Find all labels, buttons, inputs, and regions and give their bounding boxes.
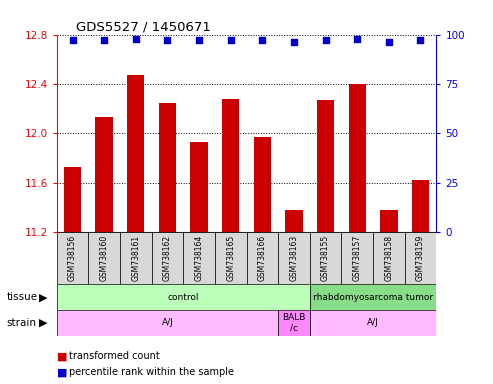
Point bbox=[417, 37, 424, 43]
Bar bbox=[120, 232, 152, 284]
Text: strain: strain bbox=[6, 318, 36, 328]
Bar bbox=[412, 180, 429, 232]
Bar bbox=[246, 232, 278, 284]
Point bbox=[353, 35, 361, 41]
Text: rhabdomyosarcoma tumor: rhabdomyosarcoma tumor bbox=[313, 293, 433, 301]
Text: tissue: tissue bbox=[6, 292, 37, 302]
Text: ■: ■ bbox=[57, 351, 67, 361]
Text: ■: ■ bbox=[57, 367, 67, 377]
Text: GSM738162: GSM738162 bbox=[163, 234, 172, 281]
Point bbox=[132, 35, 140, 41]
Bar bbox=[405, 232, 436, 284]
Text: GSM738159: GSM738159 bbox=[416, 234, 425, 281]
Text: GSM738158: GSM738158 bbox=[385, 234, 393, 281]
Bar bbox=[57, 284, 310, 310]
Bar bbox=[317, 100, 334, 232]
Text: BALB
/c: BALB /c bbox=[282, 313, 306, 333]
Text: transformed count: transformed count bbox=[69, 351, 160, 361]
Point bbox=[258, 37, 266, 43]
Text: ▶: ▶ bbox=[38, 292, 47, 302]
Bar bbox=[96, 118, 113, 232]
Text: A/J: A/J bbox=[367, 318, 379, 327]
Text: ▶: ▶ bbox=[38, 318, 47, 328]
Point bbox=[100, 37, 108, 43]
Bar bbox=[183, 232, 215, 284]
Bar bbox=[310, 310, 436, 336]
Text: percentile rank within the sample: percentile rank within the sample bbox=[69, 367, 234, 377]
Bar bbox=[278, 232, 310, 284]
Text: GDS5527 / 1450671: GDS5527 / 1450671 bbox=[76, 20, 211, 33]
Text: GSM738156: GSM738156 bbox=[68, 234, 77, 281]
Bar bbox=[278, 310, 310, 336]
Bar bbox=[159, 103, 176, 232]
Bar bbox=[310, 232, 341, 284]
Bar bbox=[349, 84, 366, 232]
Text: GSM738155: GSM738155 bbox=[321, 234, 330, 281]
Text: GSM738164: GSM738164 bbox=[195, 234, 204, 281]
Text: A/J: A/J bbox=[162, 318, 174, 327]
Bar bbox=[57, 232, 88, 284]
Text: GSM738160: GSM738160 bbox=[100, 234, 108, 281]
Bar bbox=[127, 75, 144, 232]
Bar bbox=[152, 232, 183, 284]
Bar bbox=[310, 284, 436, 310]
Point bbox=[227, 37, 235, 43]
Bar bbox=[222, 99, 240, 232]
Text: GSM738161: GSM738161 bbox=[131, 234, 141, 281]
Bar bbox=[190, 142, 208, 232]
Bar bbox=[253, 137, 271, 232]
Point bbox=[195, 37, 203, 43]
Text: control: control bbox=[168, 293, 199, 301]
Point bbox=[69, 37, 76, 43]
Bar bbox=[88, 232, 120, 284]
Text: GSM738165: GSM738165 bbox=[226, 234, 235, 281]
Point bbox=[290, 40, 298, 46]
Text: GSM738166: GSM738166 bbox=[258, 234, 267, 281]
Bar bbox=[341, 232, 373, 284]
Bar bbox=[64, 167, 81, 232]
Text: GSM738157: GSM738157 bbox=[352, 234, 362, 281]
Bar bbox=[215, 232, 246, 284]
Bar bbox=[57, 310, 278, 336]
Point bbox=[321, 37, 329, 43]
Bar bbox=[373, 232, 405, 284]
Bar bbox=[285, 210, 303, 232]
Text: GSM738163: GSM738163 bbox=[289, 234, 298, 281]
Point bbox=[385, 40, 393, 46]
Point bbox=[164, 37, 172, 43]
Bar bbox=[380, 210, 397, 232]
